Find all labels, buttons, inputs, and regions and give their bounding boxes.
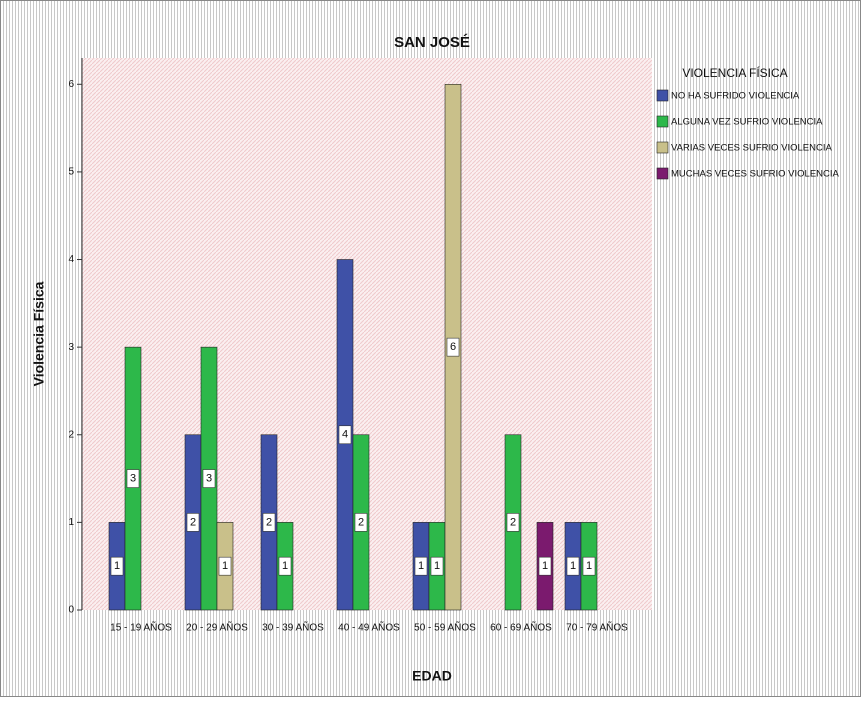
- data-label-box: [262, 513, 276, 532]
- data-label: 2: [190, 516, 196, 528]
- data-label: 2: [358, 516, 364, 528]
- chart-title: SAN JOSÉ: [394, 34, 470, 51]
- data-label: 3: [206, 472, 212, 484]
- data-label: 3: [130, 472, 136, 484]
- data-label-box: [566, 556, 580, 576]
- data-label: 1: [542, 560, 548, 572]
- legend-label: VARIAS VECES SUFRIO VIOLENCIA: [671, 143, 833, 154]
- x-tick-label: 50 - 59 AÑOS: [414, 621, 476, 634]
- x-tick-label: 15 - 19 AÑOS: [110, 621, 172, 634]
- data-label: 1: [114, 560, 120, 572]
- data-label: 2: [266, 516, 272, 528]
- legend-swatch: [656, 141, 669, 154]
- x-tick-label: 70 - 79 AÑOS: [566, 621, 628, 634]
- data-label-box: [414, 556, 428, 576]
- data-label-box: [202, 469, 216, 488]
- data-label-box: [218, 556, 232, 576]
- y-tick-label: 4: [68, 254, 74, 265]
- y-tick-label: 5: [68, 167, 74, 178]
- legend-swatch: [656, 89, 669, 102]
- data-label: 1: [418, 560, 424, 572]
- data-label: 1: [282, 560, 288, 572]
- data-label-box: [430, 556, 444, 576]
- data-label-box: [278, 556, 292, 576]
- y-tick-label: 1: [68, 517, 74, 528]
- data-label-box: [338, 425, 352, 445]
- data-label-box: [506, 513, 520, 532]
- data-label-box: [126, 469, 140, 488]
- data-label-box: [446, 337, 460, 357]
- data-label-box: [582, 556, 596, 576]
- data-label: 1: [586, 560, 592, 572]
- data-label: 2: [510, 516, 516, 528]
- y-axis-label: Violencia Física: [31, 281, 47, 386]
- data-label: 6: [450, 341, 456, 353]
- data-label: 1: [434, 560, 440, 572]
- x-tick-label: 20 - 29 AÑOS: [186, 621, 248, 634]
- data-label: 1: [222, 560, 228, 572]
- legend-label: MUCHAS VECES SUFRIO VIOLENCIA: [671, 169, 840, 180]
- y-tick-label: 3: [68, 342, 74, 353]
- data-label: 1: [570, 560, 576, 572]
- y-tick-label: 2: [68, 429, 74, 440]
- x-tick-label: 40 - 49 AÑOS: [338, 621, 400, 634]
- data-label-box: [354, 513, 368, 532]
- legend-swatch: [656, 167, 669, 180]
- data-label: 4: [342, 429, 348, 441]
- y-tick-label: 0: [68, 605, 74, 616]
- data-label-box: [110, 556, 124, 576]
- x-axis-label: EDAD: [412, 668, 452, 684]
- data-label-box: [186, 513, 200, 532]
- legend-label: NO HA SUFRIDO VIOLENCIA: [671, 91, 800, 102]
- legend-label: ALGUNA VEZ SUFRIO VIOLENCIA: [671, 117, 823, 128]
- x-tick-label: 60 - 69 AÑOS: [490, 621, 552, 634]
- legend-title: VIOLENCIA FÍSICA: [682, 65, 787, 80]
- x-tick-label: 30 - 39 AÑOS: [262, 621, 324, 634]
- y-tick-label: 6: [68, 79, 74, 90]
- data-label-box: [538, 556, 552, 576]
- legend-swatch: [656, 115, 669, 128]
